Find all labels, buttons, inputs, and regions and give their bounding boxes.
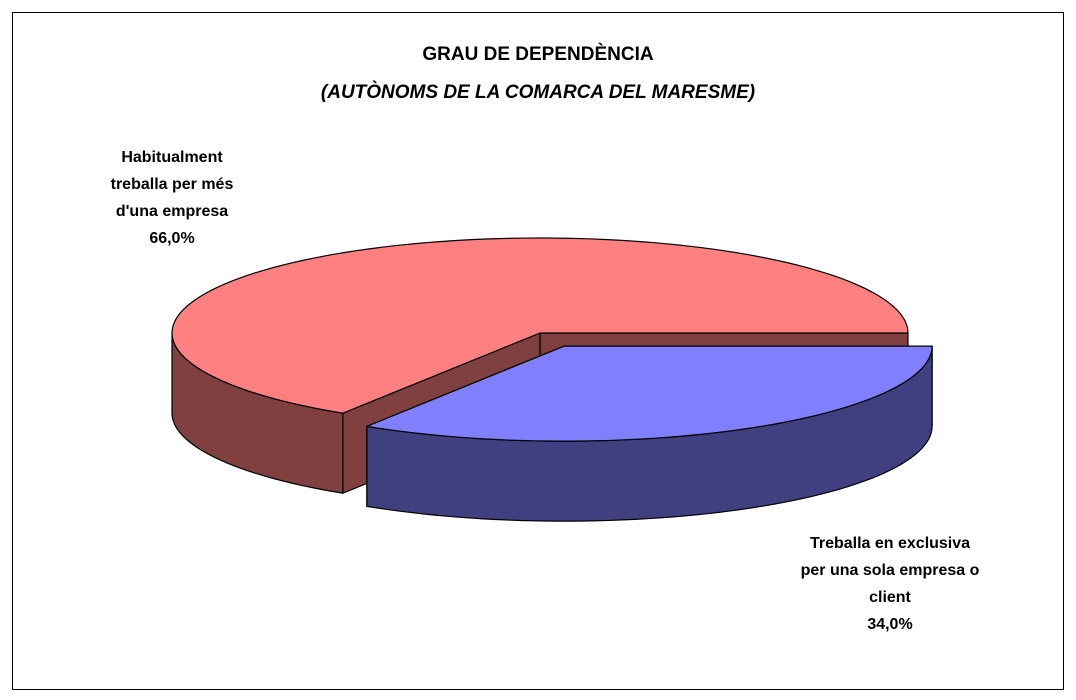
chart-title: GRAU DE DEPENDÈNCIA xyxy=(422,44,654,65)
value-label: 66,0% xyxy=(149,230,195,247)
slice xyxy=(171,237,909,414)
chart-subtitle: (AUTÒNOMS DE LA COMARCA DEL MARESME) xyxy=(320,82,756,103)
category-label: Treballa en exclusiva per una sola empre… xyxy=(800,535,980,606)
category-label: Habitualment treballa per més d'una empr… xyxy=(110,149,234,220)
slice-label: Treballa en exclusiva per una sola empre… xyxy=(800,530,980,638)
slice-label: Habitualment treballa per més d'una empr… xyxy=(92,144,252,252)
slice xyxy=(366,345,933,442)
value-label: 34,0% xyxy=(867,616,913,633)
